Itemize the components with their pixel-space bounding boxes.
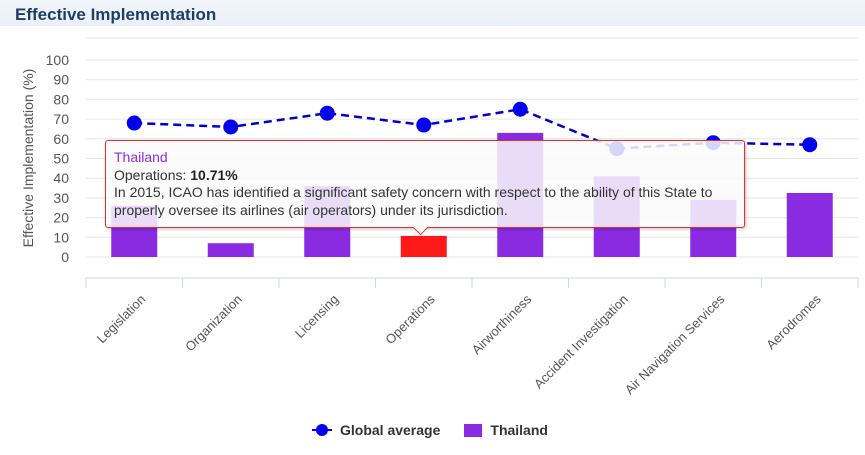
y-tick-label: 100 bbox=[46, 52, 70, 68]
y-tick-label: 10 bbox=[53, 229, 69, 245]
legend-item-thailand[interactable]: Thailand bbox=[464, 422, 548, 438]
x-tick-label: Aerodromes bbox=[763, 291, 824, 352]
bar bbox=[786, 192, 833, 257]
tooltip-series: Thailand bbox=[114, 149, 168, 165]
y-tick-label: 90 bbox=[53, 72, 69, 88]
y-tick-label: 50 bbox=[53, 151, 69, 167]
tooltip-label: Operations: bbox=[114, 166, 191, 183]
legend-label: Thailand bbox=[490, 422, 548, 438]
line-point bbox=[512, 101, 528, 117]
y-tick-label: 70 bbox=[53, 111, 69, 127]
y-tick-label: 30 bbox=[53, 190, 69, 206]
line-point bbox=[416, 117, 432, 133]
x-tick-label: Organization bbox=[182, 292, 245, 355]
header: Effective Implementation bbox=[0, 0, 865, 26]
y-tick-label: 60 bbox=[53, 131, 69, 147]
tooltip-value: 10.71% bbox=[190, 166, 238, 183]
y-axis-title: Effective Implementation (%) bbox=[20, 69, 36, 248]
tooltip-note: In 2015, ICAO has identified a significa… bbox=[114, 184, 713, 218]
line-point bbox=[126, 115, 142, 131]
line-point bbox=[223, 119, 239, 135]
y-tick-label: 40 bbox=[53, 170, 69, 186]
legend: Global average Thailand bbox=[312, 422, 548, 438]
y-tick-label: 0 bbox=[61, 249, 69, 265]
x-tick-label: Air Navigation Services bbox=[622, 291, 728, 397]
x-tick-label: Operations bbox=[382, 291, 438, 347]
legend-label: Global average bbox=[340, 422, 441, 438]
line-point bbox=[802, 137, 818, 153]
bar bbox=[400, 235, 447, 257]
y-tick-label: 20 bbox=[53, 210, 69, 226]
legend-item-global-average[interactable]: Global average bbox=[312, 422, 440, 438]
bar-swatch-icon bbox=[464, 423, 483, 437]
x-tick-label: Licensing bbox=[292, 292, 341, 341]
line-point bbox=[319, 105, 335, 121]
line-marker-icon bbox=[312, 424, 332, 436]
x-tick-label: Accident Investigation bbox=[531, 292, 631, 392]
x-tick-label: Airworthiness bbox=[469, 291, 535, 357]
x-tick-label: Legislation bbox=[94, 292, 149, 347]
chart-title: Effective Implementation bbox=[15, 5, 217, 24]
bar bbox=[207, 243, 254, 257]
y-tick-label: 80 bbox=[53, 91, 69, 107]
tooltip: Thailand Operations: 10.71% In 2015, ICA… bbox=[105, 140, 745, 228]
